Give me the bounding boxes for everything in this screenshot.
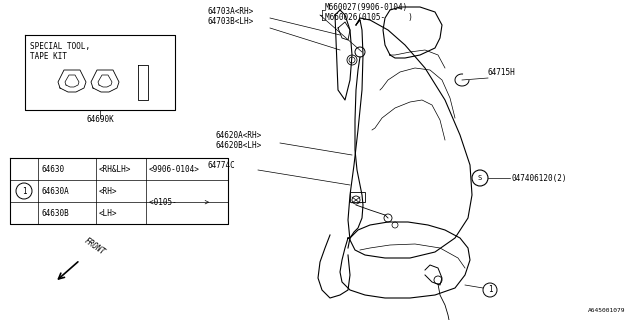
Text: <RH&LH>: <RH&LH> [99,164,131,173]
Text: 64774C: 64774C [208,161,236,170]
Text: 1: 1 [22,187,26,196]
Text: SPECIAL TOOL,: SPECIAL TOOL, [30,42,90,51]
Text: 64703A<RH>: 64703A<RH> [208,7,254,16]
Text: 64630B: 64630B [41,209,68,218]
Text: 64620A<RH>: 64620A<RH> [215,131,261,140]
Text: A645001079: A645001079 [588,308,625,313]
Text: 64715H: 64715H [488,68,516,77]
Text: 64630: 64630 [41,164,64,173]
Text: TAPE KIT: TAPE KIT [30,52,67,61]
Text: 047406120(2): 047406120(2) [512,173,568,182]
Text: <RH>: <RH> [99,187,118,196]
Bar [350,192,365,202]
Text: M660026(0105-     ): M660026(0105- ) [325,13,413,22]
Text: S: S [478,175,482,181]
Text: <0105-      >: <0105- > [149,197,209,206]
Text: <9906-0104>: <9906-0104> [149,164,200,173]
Text: 64703B<LH>: 64703B<LH> [208,17,254,26]
Text: <LH>: <LH> [99,209,118,218]
Text: FRONT: FRONT [83,236,107,257]
Text: 1: 1 [488,285,492,294]
Text: 64620B<LH>: 64620B<LH> [215,141,261,150]
Text: M660027(9906-0104): M660027(9906-0104) [325,3,408,12]
Text: 64630A: 64630A [41,187,68,196]
Text: 64690K: 64690K [86,115,114,124]
